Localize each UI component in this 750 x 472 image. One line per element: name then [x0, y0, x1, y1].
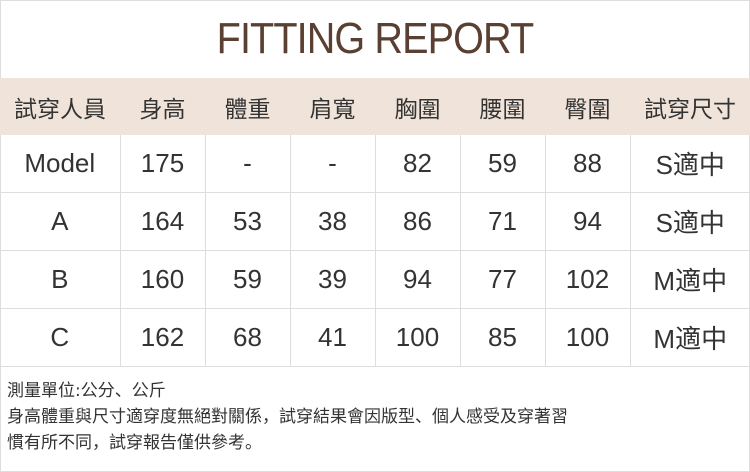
column-header: 試穿人員 — [0, 78, 120, 135]
table-cell: 102 — [545, 250, 631, 309]
table-cell: 94 — [375, 250, 461, 309]
table-cell: 68 — [205, 308, 291, 367]
page-title: FITTING REPORT — [216, 14, 535, 63]
fitting-table: 試穿人員 身高 體重 肩寬 胸圍 腰圍 臀圍 試穿尺寸 Model 175- -82 59 88 S適中… — [0, 78, 750, 367]
table-row: A 164 53 38 86 71 94 S適中 — [0, 192, 750, 251]
table-cell: 77 — [460, 250, 546, 309]
table-cell: 160 — [120, 250, 206, 309]
table-row: Model 175- -82 59 88 S適中 — [0, 135, 750, 193]
table-cell: 164 — [120, 192, 206, 251]
table-cell: 59 — [460, 135, 546, 193]
column-header: 胸圍 — [375, 78, 460, 135]
notes: 測量單位:公分、公斤 身高體重與尺寸適穿度無絕對關係，試穿結果會因版型、個人感受… — [7, 378, 568, 456]
table-cell: 100 — [545, 308, 631, 367]
table-cell: B — [0, 250, 121, 309]
table-cell: 38 — [290, 192, 376, 251]
table-cell: M適中 — [630, 250, 750, 309]
table-cell: - — [290, 135, 376, 193]
table-row: B 160 59 39 94 77 102 M適中 — [0, 250, 750, 309]
table-cell: S適中 — [630, 192, 750, 251]
table-cell: 175 — [120, 135, 206, 193]
table-row: C 162 68 41 100 85 100 M適中 — [0, 308, 750, 367]
table-cell: 59 — [205, 250, 291, 309]
table-cell: C — [0, 308, 121, 367]
column-header: 試穿尺寸 — [630, 78, 750, 135]
table-cell: 53 — [205, 192, 291, 251]
disclaimer-line-2: 慣有所不同，試穿報告僅供參考。 — [7, 433, 262, 453]
column-header: 腰圍 — [460, 78, 545, 135]
table-cell: 41 — [290, 308, 376, 367]
table-cell: 71 — [460, 192, 546, 251]
column-header: 臀圍 — [545, 78, 630, 135]
disclaimer-line-1: 身高體重與尺寸適穿度無絕對關係，試穿結果會因版型、個人感受及穿著習 — [7, 407, 568, 427]
table-cell: - — [205, 135, 291, 193]
table-cell: 39 — [290, 250, 376, 309]
table-cell: A — [0, 192, 121, 251]
table-cell: 162 — [120, 308, 206, 367]
table-cell: 100 — [375, 308, 461, 367]
table-cell: 94 — [545, 192, 631, 251]
table-cell: M適中 — [630, 308, 750, 367]
column-header: 肩寬 — [290, 78, 375, 135]
table-cell: Model — [0, 135, 121, 193]
table-cell: S適中 — [630, 135, 750, 193]
column-header: 身高 — [120, 78, 205, 135]
table-cell: 85 — [460, 308, 546, 367]
column-header: 體重 — [205, 78, 290, 135]
table-header-row: 試穿人員 身高 體重 肩寬 胸圍 腰圍 臀圍 試穿尺寸 — [0, 78, 750, 135]
table-cell: 82 — [375, 135, 461, 193]
unit-note: 測量單位:公分、公斤 — [7, 381, 166, 401]
table-cell: 86 — [375, 192, 461, 251]
table-cell: 88 — [545, 135, 631, 193]
